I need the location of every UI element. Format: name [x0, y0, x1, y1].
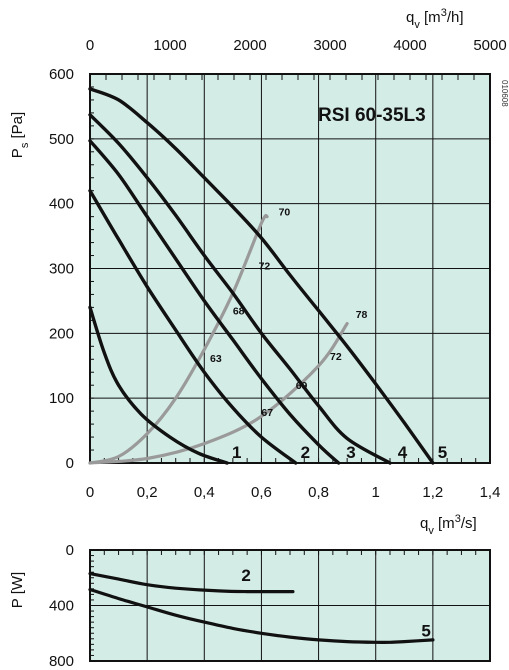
x2-tick-label: 3000 [313, 37, 346, 54]
fan-curve-label: 4 [398, 443, 408, 462]
y-tick-label: 0 [66, 455, 74, 472]
x-tick-label: 0,8 [308, 484, 329, 501]
efficiency-label: 70 [279, 206, 291, 218]
power-curve-2 [88, 572, 295, 594]
fan-curve-label: 1 [232, 443, 241, 462]
x2-tick-label: 4000 [393, 37, 426, 54]
fan-curve-label: 5 [438, 443, 447, 462]
x-tick-label: 1,2 [422, 484, 443, 501]
power-y-axis-label: P [W] [9, 572, 26, 608]
efficiency-label: 69 [296, 380, 308, 392]
x2-tick-label: 2000 [233, 37, 266, 54]
y-tick-label: 300 [49, 261, 74, 278]
y-tick-label: 100 [49, 390, 74, 407]
power-curve-label: 2 [241, 566, 250, 585]
chart-title: RSI 60-35L3 [318, 105, 426, 126]
y-tick-label: 400 [49, 196, 74, 213]
x-tick-label: 0,4 [194, 484, 215, 501]
x2-tick-label: 0 [86, 37, 94, 54]
x2-tick-label: 1000 [153, 37, 186, 54]
x-tick-label: 1,4 [480, 484, 501, 501]
power-y-tick-label: 400 [49, 598, 74, 615]
efficiency-line [88, 213, 269, 465]
efficiency-label: 67 [261, 407, 273, 419]
fan-curve-1 [88, 305, 229, 465]
x2-axis-label: qv [m3/h] [406, 7, 464, 31]
x-tick-label: 0 [86, 484, 94, 501]
power-y-tick-label: 800 [49, 653, 74, 670]
x-tick-label: 0,6 [251, 484, 272, 501]
power-plot-frame [89, 549, 491, 662]
power-curve-5 [88, 587, 435, 644]
y-axis-label: Ps [Pa] [9, 112, 31, 158]
fan-curve-label: 2 [301, 443, 310, 462]
x2-tick-label: 5000 [473, 37, 506, 54]
efficiency-line [88, 322, 349, 465]
x-tick-label: 0,2 [137, 484, 158, 501]
fan-curve-5 [88, 87, 435, 465]
fan-curve-2 [88, 189, 298, 465]
fan-curve-3 [88, 139, 341, 465]
efficiency-label: 72 [330, 351, 342, 363]
fan-curve-4 [88, 113, 392, 465]
side-code: 010608 [500, 80, 509, 107]
y-tick-label: 600 [49, 66, 74, 83]
efficiency-label: 72 [259, 260, 271, 272]
y-tick-label: 200 [49, 325, 74, 342]
power-y-tick-label: 0 [66, 542, 74, 559]
efficiency-label: 68 [233, 306, 245, 318]
fan-curve-label: 3 [346, 443, 355, 462]
efficiency-label: 78 [356, 309, 368, 321]
x-axis-label: qv [m3/s] [420, 513, 477, 537]
power-curve-label: 5 [421, 621, 430, 640]
x-tick-label: 1 [372, 484, 380, 501]
y-tick-label: 500 [49, 131, 74, 148]
plot-frame [89, 73, 491, 464]
efficiency-label: 63 [210, 353, 222, 365]
